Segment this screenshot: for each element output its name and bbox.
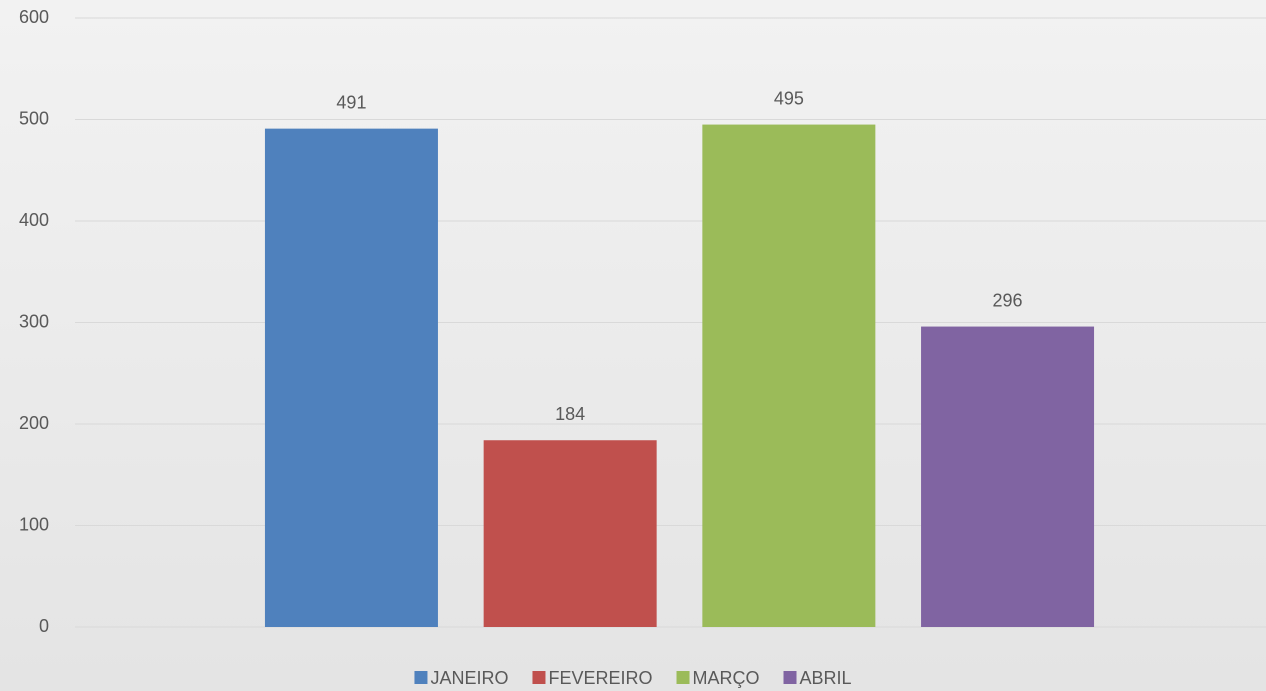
- y-tick-label: 200: [19, 413, 49, 433]
- legend-swatch: [783, 671, 797, 684]
- legend-label: JANEIRO: [430, 668, 508, 688]
- bar: [483, 440, 657, 627]
- bar: [921, 326, 1095, 627]
- value-label: 495: [774, 88, 804, 108]
- legend-swatch: [676, 671, 690, 684]
- y-tick-label: 100: [19, 514, 49, 534]
- y-tick-label: 400: [19, 210, 49, 230]
- legend-label: FEVEREIRO: [548, 668, 652, 688]
- value-label: 491: [336, 92, 366, 112]
- value-label: 296: [993, 290, 1023, 310]
- legend-swatch: [414, 671, 428, 684]
- y-tick-label: 0: [39, 616, 49, 636]
- y-tick-label: 600: [19, 7, 49, 27]
- value-label: 184: [555, 404, 585, 424]
- y-tick-label: 500: [19, 108, 49, 128]
- legend-label: MARÇO: [693, 668, 760, 688]
- bar: [702, 124, 876, 627]
- legend-label: ABRIL: [800, 668, 852, 688]
- y-tick-label: 300: [19, 311, 49, 331]
- bar: [264, 128, 438, 627]
- legend-swatch: [532, 671, 546, 684]
